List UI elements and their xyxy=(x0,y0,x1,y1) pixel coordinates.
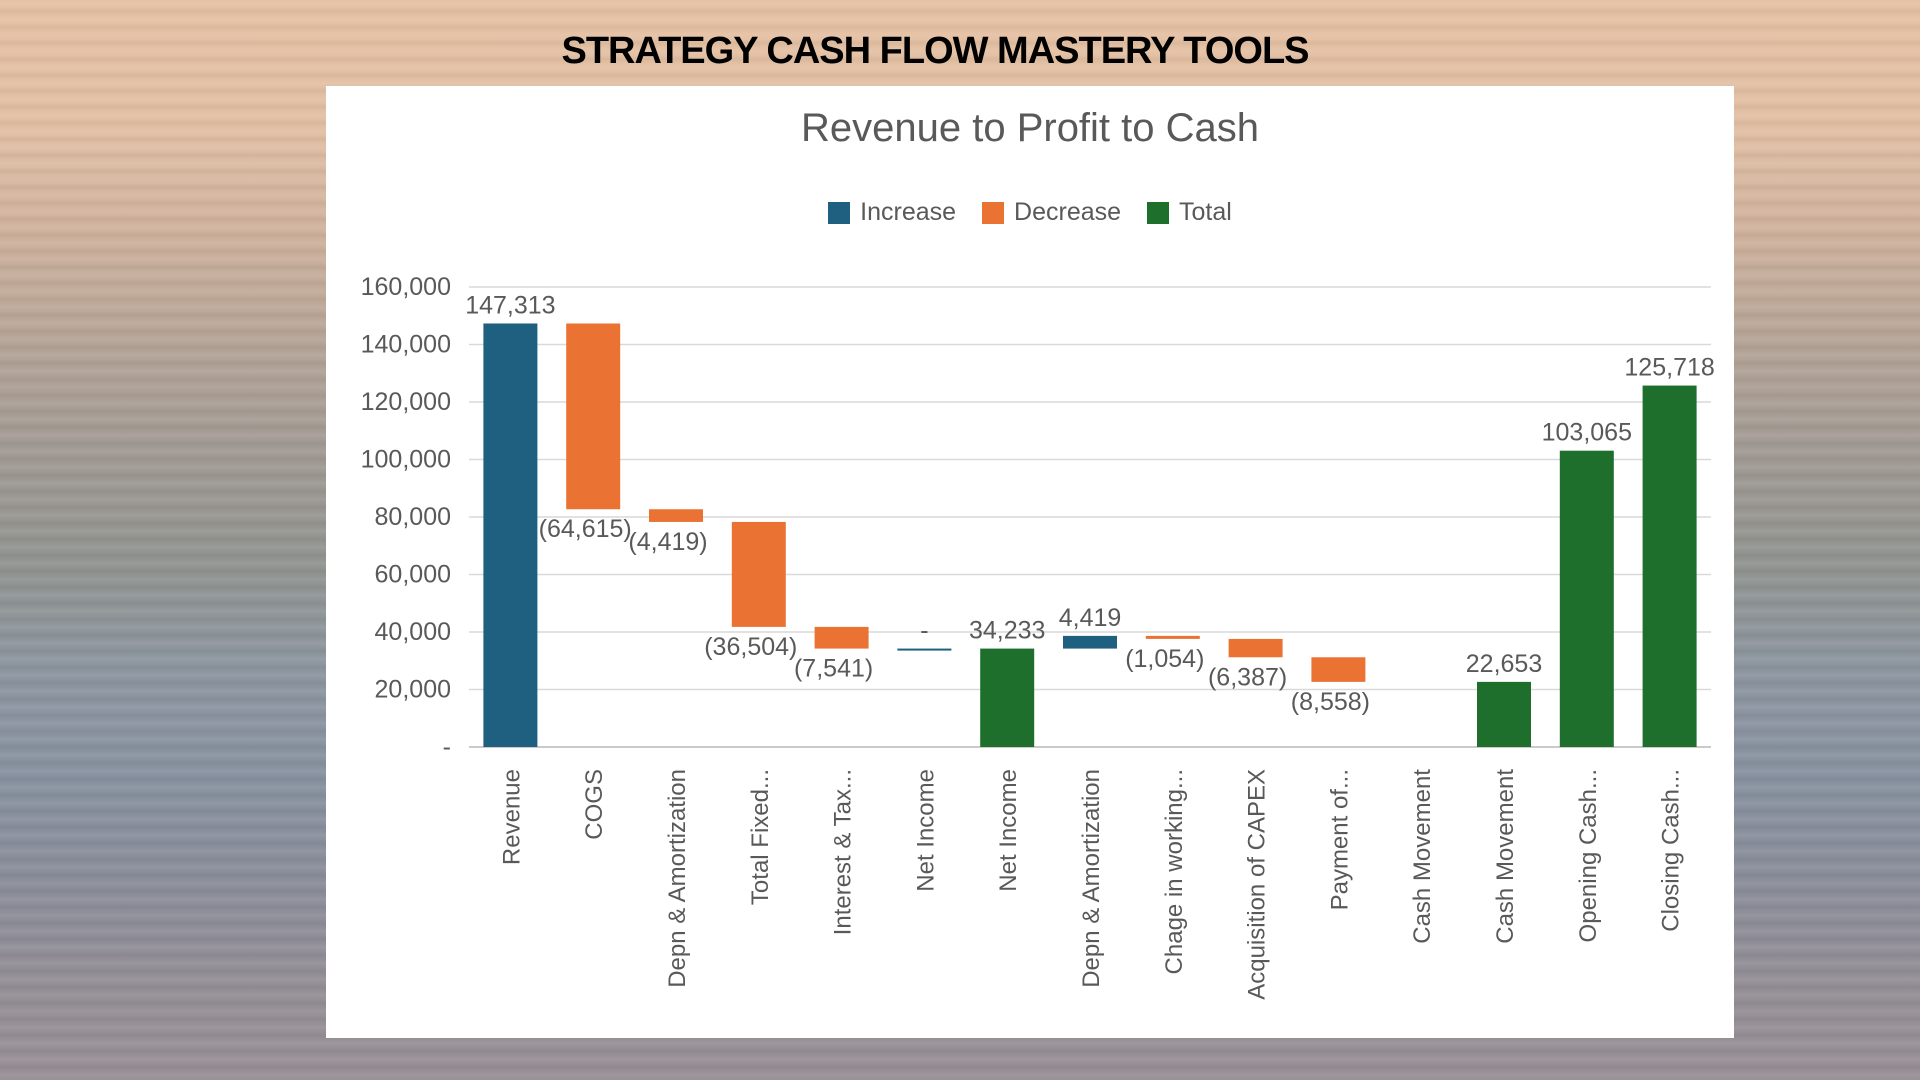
x-category-label-1: COGS xyxy=(581,769,608,840)
page-title: STRATEGY CASH FLOW MASTERY TOOLS xyxy=(561,30,1309,72)
y-tick-label-1: 20,000 xyxy=(375,676,451,704)
x-category-label-4: Interest & Tax... xyxy=(830,769,857,935)
legend-item-decrease: Decrease xyxy=(982,198,1121,227)
legend-swatch-decrease xyxy=(982,201,1005,224)
data-label-13: 103,065 xyxy=(1542,419,1632,447)
legend-swatch-total xyxy=(1147,201,1170,224)
data-label-9: (6,387) xyxy=(1208,663,1287,691)
y-tick-label-7: 140,000 xyxy=(361,331,451,359)
bar-5 xyxy=(897,648,952,651)
bar-2 xyxy=(649,509,703,522)
data-label-5: - xyxy=(920,617,928,645)
bar-14 xyxy=(1642,385,1697,747)
bar-9 xyxy=(1228,638,1283,658)
legend-label-increase: Increase xyxy=(860,198,957,226)
data-label-12: 22,653 xyxy=(1466,650,1542,678)
bar-4 xyxy=(814,626,869,649)
x-category-label-12: Cash Movement xyxy=(1492,769,1519,944)
data-label-7: 4,419 xyxy=(1059,604,1122,632)
y-tick-label-5: 100,000 xyxy=(361,446,451,474)
bar-7 xyxy=(1063,635,1117,649)
bar-6 xyxy=(980,648,1035,747)
x-category-label-2: Depn & Amortization xyxy=(664,769,691,988)
data-label-0: 147,313 xyxy=(465,291,555,319)
y-tick-label-6: 120,000 xyxy=(361,388,451,416)
chart-title: Revenue to Profit to Cash xyxy=(800,106,1260,150)
x-category-label-14: Closing Cash... xyxy=(1658,769,1685,932)
bar-0 xyxy=(483,323,538,747)
bar-8 xyxy=(1145,635,1200,639)
chart-card: Revenue to Profit to Cash Increase Decre… xyxy=(326,86,1734,1038)
data-label-14: 125,718 xyxy=(1624,354,1714,382)
waterfall-plot: - 20,000 40,000 60,000 80,000 100,000 120,000 1… xyxy=(361,273,1715,1000)
y-tick-label-8: 160,000 xyxy=(361,273,451,301)
y-tick-label-2: 40,000 xyxy=(375,618,451,646)
legend-label-total: Total xyxy=(1179,198,1232,226)
x-category-label-3: Total Fixed... xyxy=(747,769,774,905)
data-label-10: (8,558) xyxy=(1291,688,1370,716)
chart-legend: Increase Decrease Total xyxy=(326,198,1734,227)
x-category-label-7: Depn & Amortization xyxy=(1078,769,1105,988)
y-tick-label-3: 60,000 xyxy=(375,561,451,589)
bar-12 xyxy=(1477,681,1531,747)
bar-13 xyxy=(1559,450,1614,747)
x-category-label-8: Chage in working... xyxy=(1161,769,1188,974)
data-label-8: (1,054) xyxy=(1125,645,1204,673)
x-category-label-9: Acquisition of CAPEX xyxy=(1244,769,1271,1000)
legend-item-total: Total xyxy=(1147,198,1232,227)
x-category-label-6: Net Income xyxy=(995,769,1022,892)
bar-10 xyxy=(1311,657,1366,682)
legend-label-decrease: Decrease xyxy=(1014,198,1122,226)
legend-item-increase: Increase xyxy=(828,198,956,227)
data-label-4: (7,541) xyxy=(794,655,873,683)
x-category-label-10: Payment of... xyxy=(1326,769,1353,910)
legend-swatch-increase xyxy=(828,201,851,224)
y-tick-label-0: - xyxy=(443,733,451,761)
bar-3 xyxy=(731,521,786,627)
y-tick-label-4: 80,000 xyxy=(375,503,451,531)
x-category-label-13: Opening Cash... xyxy=(1575,769,1602,942)
x-category-label-11: Cash Movement xyxy=(1409,769,1436,944)
data-label-3: (36,504) xyxy=(704,633,797,661)
data-label-1: (64,615) xyxy=(539,515,632,543)
x-category-label-5: Net Income xyxy=(912,769,939,892)
data-label-2: (4,419) xyxy=(628,528,707,556)
bar-1 xyxy=(566,323,621,510)
x-category-label-0: Revenue xyxy=(498,769,525,865)
data-label-6: 34,233 xyxy=(969,617,1045,645)
